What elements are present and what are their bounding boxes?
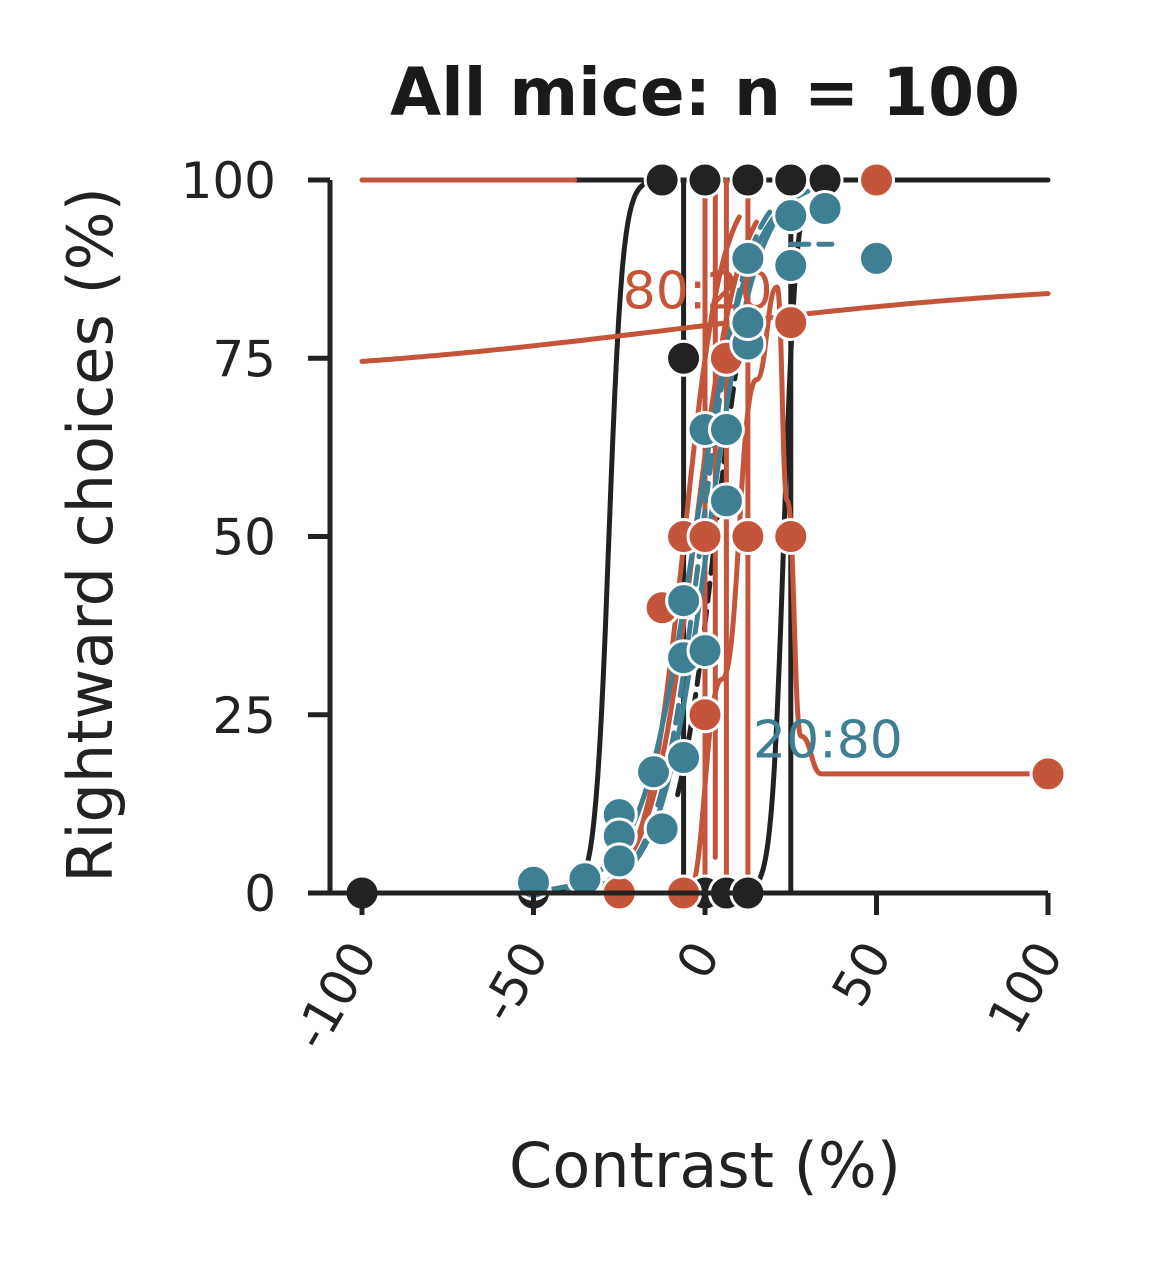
y-tick-label: 100 xyxy=(181,152,276,210)
black-data-point xyxy=(643,161,681,199)
teal-data-point xyxy=(806,190,844,228)
orange-data-point xyxy=(772,304,810,342)
teal-data-point xyxy=(772,197,810,235)
teal-data-point xyxy=(665,739,703,777)
teal-data-point xyxy=(600,842,638,880)
orange-data-point xyxy=(686,518,724,555)
orange-fit-curve xyxy=(685,284,1051,896)
teal-data-point xyxy=(707,411,745,449)
teal-data-point xyxy=(665,582,703,620)
y-tick-label: 50 xyxy=(212,509,276,567)
x-tick-label: -50 xyxy=(469,932,560,1032)
orange-data-point xyxy=(686,696,724,734)
black-fit-curve xyxy=(675,307,749,798)
y-tick-label: 25 xyxy=(212,687,276,745)
teal-data-point xyxy=(566,860,604,898)
black-data-point xyxy=(686,161,724,199)
chart-title: All mice: n = 100 xyxy=(390,54,1020,131)
x-tick-label: -100 xyxy=(281,932,388,1059)
teal-data-point xyxy=(772,247,810,285)
orange-data-point xyxy=(1029,755,1067,793)
black-data-point xyxy=(772,161,810,199)
x-tick-label: 0 xyxy=(665,932,731,989)
black-data-point xyxy=(729,161,767,199)
x-tick-label: 50 xyxy=(821,932,903,1016)
black-data-point xyxy=(665,339,703,377)
y-tick-label: 0 xyxy=(244,865,276,923)
orange-data-point xyxy=(772,518,810,555)
teal-data-point xyxy=(707,482,745,520)
teal-data-point xyxy=(729,304,767,342)
y-tick-label: 75 xyxy=(212,330,276,388)
black-fit-curve xyxy=(359,177,667,896)
x-axis-label: Contrast (%) xyxy=(509,1129,901,1202)
teal-data-point xyxy=(729,239,767,277)
teal-data-point xyxy=(686,632,724,670)
orange-data-point xyxy=(729,518,767,555)
teal-data-point xyxy=(635,753,673,791)
teal-data-point xyxy=(643,810,681,848)
orange-data-point xyxy=(858,161,895,199)
y-axis-label: Rightward choices (%) xyxy=(54,187,127,883)
teal-data-point xyxy=(858,239,895,277)
x-tick-label: 100 xyxy=(976,932,1074,1044)
annotation-teal: 20:80 xyxy=(753,711,903,771)
